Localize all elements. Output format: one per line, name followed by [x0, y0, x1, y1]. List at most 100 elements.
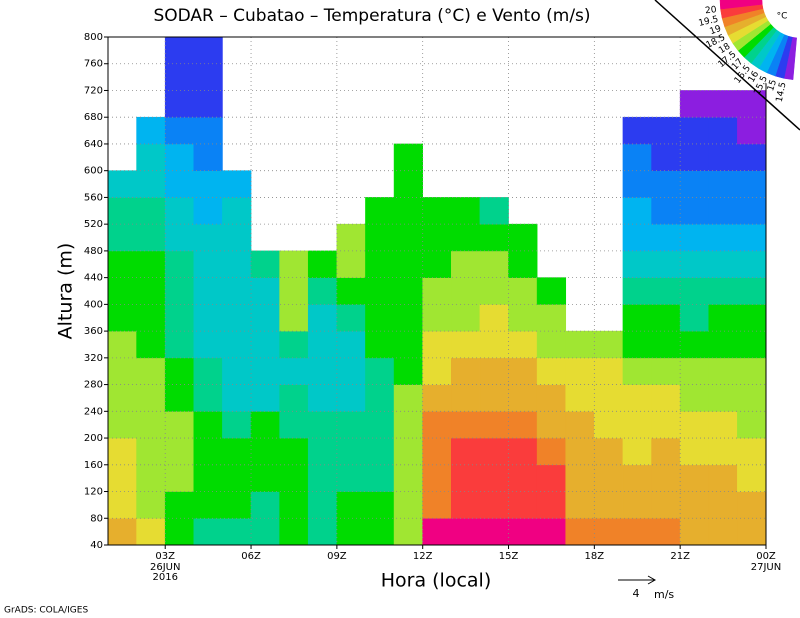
contour-cell — [279, 491, 309, 519]
contour-cell — [365, 437, 395, 466]
contour-cell — [164, 90, 195, 118]
y-tick-label: 520 — [84, 219, 103, 230]
contour-cell — [679, 304, 710, 332]
contour-cell — [279, 250, 309, 278]
contour-cell — [193, 223, 223, 252]
contour-cell — [164, 250, 195, 278]
contour-cell — [422, 411, 452, 439]
y-tick-label: 160 — [84, 460, 103, 471]
contour-cell — [164, 437, 195, 466]
contour-cell — [479, 384, 509, 412]
contour-cell — [451, 250, 481, 278]
contour-cell — [508, 517, 538, 546]
contour-cell — [193, 517, 223, 546]
contour-cell — [307, 330, 338, 359]
colorbar-unit: °C — [777, 12, 788, 22]
contour-cell — [679, 437, 710, 466]
contour-cell — [651, 437, 681, 466]
contour-cell — [451, 491, 481, 519]
contour-cell — [136, 223, 166, 252]
contour-cell — [565, 357, 595, 385]
contour-cell — [737, 517, 767, 546]
contour-cell — [107, 277, 137, 305]
contour-cell — [737, 464, 767, 492]
contour-cell — [708, 277, 738, 305]
contour-cell — [737, 384, 767, 412]
contour-cell — [250, 411, 280, 439]
contour-cell — [622, 411, 652, 439]
contour-cell — [594, 464, 624, 492]
contour-cell — [307, 517, 338, 546]
contour-cell — [279, 330, 309, 359]
contour-cell — [222, 170, 252, 198]
contour-cell — [193, 197, 223, 225]
contour-cell — [679, 464, 710, 492]
contour-cell — [536, 384, 567, 412]
contour-cell — [708, 223, 738, 252]
contour-cell — [365, 491, 395, 519]
x-tick-label: 18Z — [585, 551, 605, 562]
contour-cell — [222, 250, 252, 278]
contour-cell — [422, 517, 452, 546]
contour-cell — [508, 491, 538, 519]
contour-cell — [393, 304, 423, 332]
y-tick-label: 400 — [84, 299, 103, 310]
contour-cell — [250, 330, 280, 359]
contour-cell — [336, 304, 366, 332]
contour-cell — [107, 464, 137, 492]
contour-cell — [336, 437, 366, 466]
y-tick-label: 560 — [84, 192, 103, 203]
x-tick-label: 06Z — [241, 551, 261, 562]
footer: GrADS: COLA/IGES — [4, 606, 88, 616]
contour-cell — [679, 250, 710, 278]
contour-cell — [107, 170, 137, 198]
contour-cell — [565, 330, 595, 359]
contour-cell — [193, 170, 223, 198]
contour-cell — [336, 250, 366, 278]
contour-cell — [307, 437, 338, 466]
contour-cell — [136, 384, 166, 412]
contour-cell — [393, 250, 423, 278]
contour-cell — [193, 437, 223, 466]
contour-cell — [508, 384, 538, 412]
contour-cell — [479, 437, 509, 466]
contour-cell — [479, 197, 509, 225]
plot-frame — [107, 36, 767, 546]
y-tick-label: 760 — [84, 59, 103, 70]
contour-cell — [336, 491, 366, 519]
contour-cell — [336, 223, 366, 252]
colorbar-swatch — [719, 0, 763, 10]
contour-cell — [279, 517, 309, 546]
contour-cell — [451, 277, 481, 305]
contour-cell — [622, 437, 652, 466]
contour-cell — [222, 223, 252, 252]
colorbar-divider — [654, 0, 800, 131]
contour-cell — [164, 491, 195, 519]
contour-cell — [307, 411, 338, 439]
contour-cell — [651, 304, 681, 332]
contour-cell — [479, 491, 509, 519]
y-tick-label: 240 — [84, 406, 103, 417]
contour-cell — [508, 223, 538, 252]
x-date-label: 2016 — [152, 572, 177, 583]
contour-cell — [136, 304, 166, 332]
contour-cell — [222, 277, 252, 305]
contour-cell — [479, 250, 509, 278]
contour-cell — [479, 464, 509, 492]
contour-cell — [708, 464, 738, 492]
contour-cell — [107, 250, 137, 278]
contour-cell — [164, 277, 195, 305]
contour-cell — [222, 304, 252, 332]
contour-cell — [451, 330, 481, 359]
x-date-label: 26JUN — [150, 562, 180, 573]
y-tick-label: 320 — [84, 353, 103, 364]
contour-cell — [679, 491, 710, 519]
contour-cell — [622, 116, 652, 145]
contour-cell — [451, 357, 481, 385]
y-tick-label: 440 — [84, 273, 103, 284]
contour-cell — [422, 357, 452, 385]
contour-cell — [164, 384, 195, 412]
contour-cell — [193, 143, 223, 171]
contour-cell — [508, 250, 538, 278]
contour-cell — [451, 437, 481, 466]
